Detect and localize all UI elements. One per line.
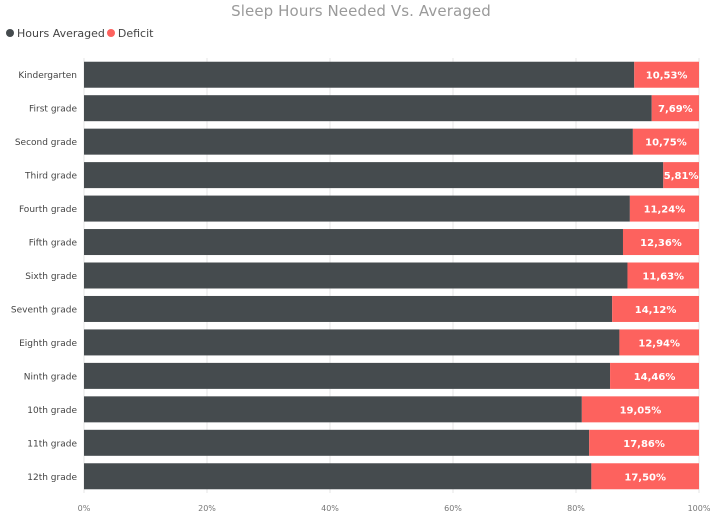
bar-deficit	[651, 95, 699, 122]
bar-deficit	[619, 329, 699, 356]
data-label-deficit: 17,86%	[623, 439, 665, 450]
category-label: Third grade	[24, 172, 77, 182]
category-label: Ninth grade	[24, 372, 78, 382]
data-label-deficit: 5,81%	[664, 171, 699, 182]
category-label: 10th grade	[27, 406, 77, 416]
bar-deficit	[581, 396, 699, 423]
bar-deficit	[627, 262, 699, 289]
category-label: Fourth grade	[19, 205, 78, 215]
category-label: 12th grade	[27, 473, 77, 483]
bar-deficit	[634, 61, 699, 88]
bar-hours-averaged	[84, 95, 652, 122]
data-label-deficit: 12,36%	[640, 238, 682, 249]
data-label-deficit: 11,63%	[642, 272, 684, 283]
bar-hours-averaged	[84, 429, 590, 456]
legend-dot-deficit	[106, 29, 115, 37]
x-tick-label: 60%	[444, 504, 462, 513]
bar-deficit	[632, 128, 699, 155]
legend-label-hours-averaged: Hours Averaged	[17, 26, 105, 40]
bar-hours-averaged	[84, 162, 664, 189]
bar-deficit	[612, 295, 699, 322]
data-label-deficit: 17,50%	[624, 472, 666, 483]
category-label: Second grade	[15, 138, 78, 148]
category-label: First grade	[29, 105, 77, 115]
bar-deficit	[629, 195, 699, 222]
category-label: 11th grade	[27, 439, 77, 449]
category-label: Fifth grade	[29, 239, 78, 249]
bar-hours-averaged	[84, 61, 635, 88]
bar-deficit	[622, 229, 699, 256]
category-label: Eighth grade	[19, 339, 77, 349]
bar-hours-averaged	[84, 362, 611, 389]
data-label-deficit: 14,46%	[634, 372, 676, 383]
legend-dot-hours-averaged	[6, 29, 14, 37]
bar-hours-averaged	[84, 195, 630, 222]
data-label-deficit: 12,94%	[638, 338, 680, 349]
x-tick-label: 0%	[78, 504, 91, 513]
x-tick-label: 100%	[688, 504, 711, 513]
bar-hours-averaged	[84, 262, 628, 289]
bar-hours-averaged	[84, 396, 582, 423]
data-label-deficit: 10,53%	[646, 71, 688, 82]
bar-hours-averaged	[84, 229, 623, 256]
bar-hours-averaged	[84, 295, 613, 322]
category-label: Seventh grade	[11, 305, 78, 315]
legend-item-deficit[interactable]: Deficit	[106, 26, 154, 40]
data-label-deficit: 14,12%	[635, 305, 677, 316]
category-label: Kindergarten	[18, 71, 77, 81]
bar-hours-averaged	[84, 128, 633, 155]
bar-hours-averaged	[84, 463, 592, 490]
bar-deficit	[591, 463, 699, 490]
data-label-deficit: 7,69%	[658, 104, 693, 115]
data-label-deficit: 11,24%	[644, 205, 686, 216]
x-axis-ticks: 0% 20% 40% 60% 80% 100%	[78, 504, 711, 513]
data-label-deficit: 19,05%	[620, 405, 662, 416]
data-label-deficit: 10,75%	[645, 138, 687, 149]
x-tick-label: 40%	[321, 504, 339, 513]
legend-label-deficit: Deficit	[117, 26, 154, 40]
bar-deficit	[610, 362, 699, 389]
chart-title: Sleep Hours Needed Vs. Averaged	[231, 2, 491, 20]
bar-hours-averaged	[84, 329, 620, 356]
legend-item-hours-averaged[interactable]: Hours Averaged	[6, 27, 105, 40]
bars: Kindergarten 10,53% First grade 7,69% Second…	[11, 61, 699, 490]
legend: Hours Averaged Deficit	[6, 24, 155, 42]
x-tick-label: 20%	[198, 504, 216, 513]
category-label: Sixth grade	[25, 272, 77, 282]
x-tick-label: 80%	[567, 504, 585, 513]
bar-deficit	[589, 429, 699, 456]
bar-deficit	[663, 162, 699, 189]
